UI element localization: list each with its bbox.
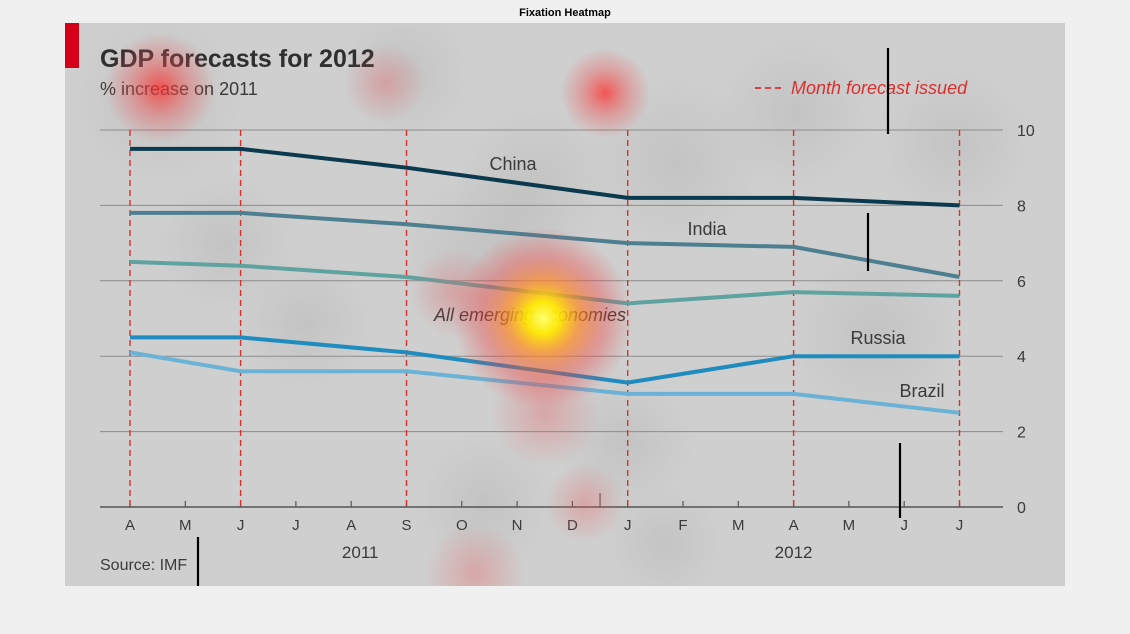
y-tick-label: 2 — [1017, 425, 1026, 442]
x-tick-label: A — [789, 517, 799, 534]
y-tick-label: 4 — [1017, 349, 1026, 366]
fixation-hotspot — [545, 463, 625, 543]
x-tick-label: J — [624, 517, 632, 534]
year-label: 2012 — [775, 543, 813, 562]
fixation-hotspot-peak — [453, 228, 633, 408]
fixation-blotch — [455, 103, 615, 263]
series-line — [130, 146, 960, 208]
y-tick-label: 10 — [1017, 123, 1035, 140]
y-tick-label: 6 — [1017, 274, 1026, 291]
fixation-hotspot — [425, 523, 525, 586]
source-label: Source: IMF — [100, 557, 187, 574]
series-label: China — [489, 154, 537, 174]
fixation-blotch — [875, 63, 1035, 223]
series-label: Russia — [850, 328, 906, 348]
fixation-blotch — [155, 173, 295, 313]
x-tick-label: M — [843, 517, 856, 534]
gdp-forecast-chart: 0246810AMJJASONDJFMAMJJ20112012ChinaIndi… — [65, 23, 1035, 586]
y-tick-label: 0 — [1017, 500, 1026, 517]
heatmap-frame: 0246810AMJJASONDJFMAMJJ20112012ChinaIndi… — [65, 23, 1065, 586]
series-label: India — [687, 219, 727, 239]
fixation-blotch — [715, 33, 875, 193]
x-tick-label: S — [401, 517, 411, 534]
x-tick-label: M — [732, 517, 745, 534]
x-tick-label: F — [678, 517, 687, 534]
brand-tab — [65, 23, 79, 68]
x-tick-label: M — [179, 517, 192, 534]
x-tick-label: A — [346, 517, 356, 534]
fixation-hotspot — [105, 33, 215, 143]
x-tick-label: J — [292, 517, 300, 534]
x-tick-label: A — [125, 517, 135, 534]
legend-label: Month forecast issued — [791, 78, 968, 98]
x-tick-label: J — [237, 517, 245, 534]
series-label: Brazil — [899, 381, 944, 401]
fixation-hotspot — [560, 48, 650, 138]
x-tick-label: J — [900, 517, 908, 534]
fixation-hotspot — [345, 43, 425, 123]
year-label: 2011 — [342, 543, 379, 562]
fixation-blotch — [605, 483, 725, 586]
figure-title: Fixation Heatmap — [519, 7, 611, 19]
y-tick-label: 8 — [1017, 198, 1026, 215]
x-tick-label: N — [512, 517, 523, 534]
fixation-blotch — [785, 243, 965, 423]
x-tick-label: J — [956, 517, 964, 534]
